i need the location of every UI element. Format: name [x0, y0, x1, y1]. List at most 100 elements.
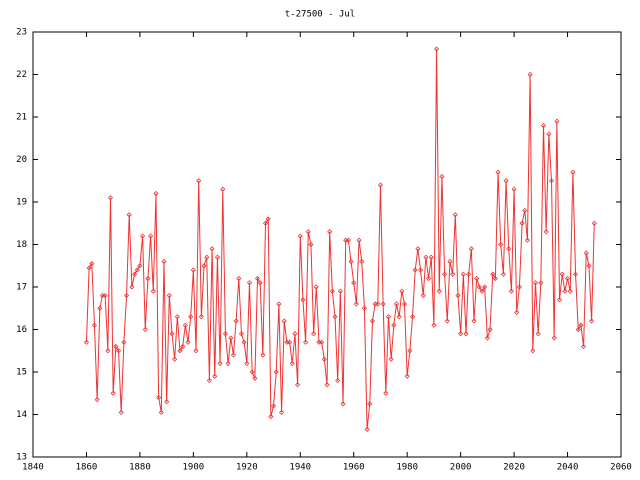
data-point: [83, 339, 90, 345]
x-tick-label: 2040: [557, 463, 579, 473]
data-point: [209, 246, 215, 252]
data-point: [532, 280, 539, 286]
data-point: [244, 360, 250, 367]
x-tick-label: 1920: [236, 463, 258, 473]
data-point: [284, 339, 290, 345]
data-point: [458, 331, 464, 337]
data-point: [581, 343, 587, 350]
data-point: [172, 356, 178, 362]
data-point: [148, 233, 154, 239]
data-point: [452, 212, 458, 218]
data-point: [140, 233, 146, 239]
x-tick-label: 2000: [450, 463, 472, 473]
data-point: [575, 326, 581, 333]
data-point: [254, 275, 261, 282]
data-point: [236, 275, 242, 282]
data-point: [316, 339, 322, 345]
data-point: [391, 322, 397, 328]
data-point: [257, 280, 263, 286]
data-point: [225, 360, 231, 367]
data-point: [292, 331, 298, 337]
data-point: [535, 331, 541, 337]
data-point: [180, 343, 186, 350]
data-point: [447, 258, 453, 265]
data-point: [519, 220, 525, 226]
data-point: [131, 271, 138, 277]
data-point: [503, 178, 509, 184]
data-point: [287, 339, 293, 345]
data-point: [351, 280, 357, 286]
data-point: [311, 331, 317, 337]
data-point: [198, 314, 204, 320]
data-point: [335, 377, 341, 384]
y-tick-label: 19: [16, 198, 27, 208]
data-point: [474, 275, 480, 282]
data-point: [204, 254, 210, 260]
x-tick-label: 1960: [343, 463, 365, 473]
data-point: [161, 258, 167, 265]
data-point: [564, 275, 571, 282]
data-point: [514, 309, 520, 316]
y-tick-label: 21: [16, 113, 27, 123]
data-point: [89, 261, 95, 267]
data-point: [442, 271, 448, 277]
data-point: [484, 335, 490, 341]
data-point: [156, 394, 162, 401]
data-point: [185, 339, 191, 345]
data-point: [479, 288, 485, 294]
data-point: [126, 212, 132, 218]
data-point: [281, 318, 287, 324]
y-tick-label: 17: [16, 283, 27, 293]
data-point: [164, 399, 170, 405]
data-point: [300, 297, 306, 303]
data-point: [516, 284, 523, 290]
x-tick-label: 1880: [129, 463, 151, 473]
data-point: [260, 352, 266, 358]
data-point: [548, 178, 555, 184]
data-point: [297, 233, 303, 239]
data-point: [428, 254, 434, 260]
data-point: [262, 220, 269, 226]
data-point: [554, 118, 560, 124]
data-point: [137, 263, 143, 269]
data-point: [329, 288, 335, 294]
data-point: [417, 267, 424, 273]
data-point: [372, 301, 378, 307]
data-point: [367, 401, 373, 407]
y-tick-label: 22: [16, 70, 27, 80]
data-point: [94, 397, 100, 403]
data-point: [522, 207, 528, 214]
x-tick-label: 1980: [396, 463, 418, 473]
data-point: [492, 275, 498, 282]
data-point: [508, 288, 514, 294]
data-point: [308, 241, 314, 248]
data-point: [142, 326, 148, 333]
data-point: [364, 426, 370, 432]
data-point: [166, 292, 172, 299]
data-point: [353, 301, 359, 307]
data-point: [530, 348, 536, 354]
data-point: [468, 246, 474, 252]
data-point: [289, 360, 295, 367]
data-point: [270, 403, 277, 409]
data-point: [482, 284, 488, 290]
data-point: [556, 297, 563, 303]
y-tick-label: 23: [16, 28, 27, 38]
data-point: [450, 271, 456, 277]
data-point: [212, 373, 218, 379]
data-point: [586, 263, 592, 269]
data-point: [527, 71, 533, 78]
data-point: [206, 377, 212, 384]
data-point: [188, 314, 194, 320]
data-point: [190, 267, 196, 273]
data-point: [500, 271, 506, 277]
data-point: [249, 369, 255, 375]
data-point: [460, 271, 466, 277]
data-point: [476, 284, 482, 290]
data-line: [85, 48, 595, 430]
x-tick-label: 1840: [22, 463, 44, 473]
data-point: [498, 241, 504, 248]
data-point: [466, 271, 472, 277]
data-point: [228, 335, 234, 341]
